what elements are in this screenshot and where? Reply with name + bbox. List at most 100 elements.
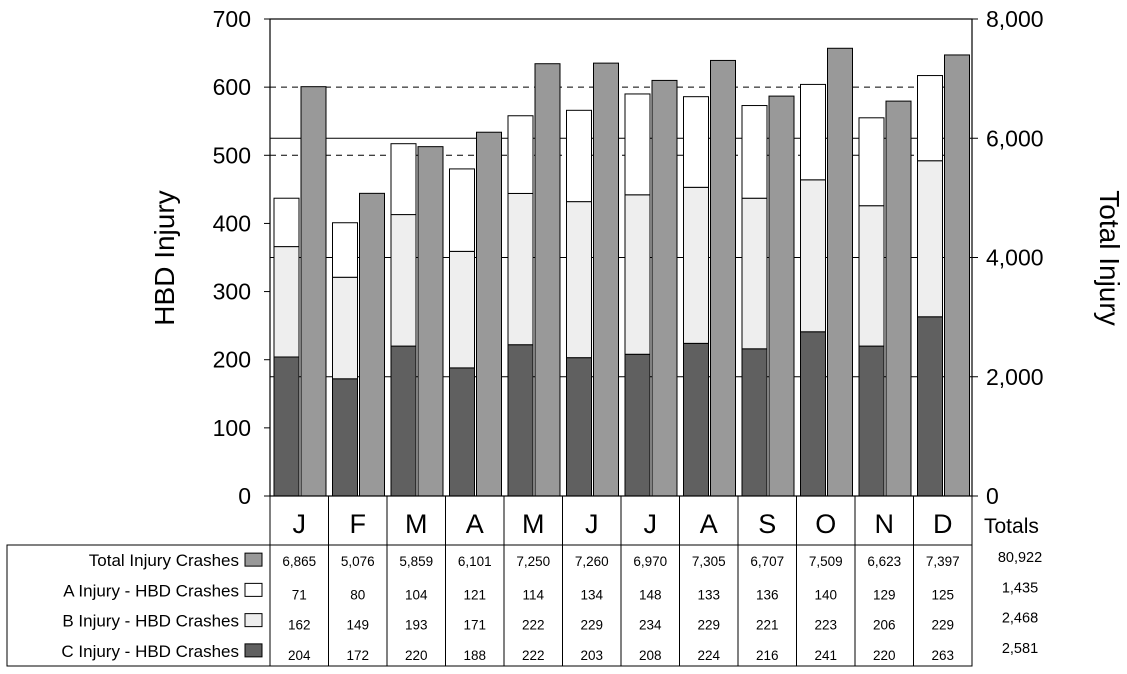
table-cell-value: 172 bbox=[346, 648, 369, 663]
left-tick-label: 600 bbox=[213, 74, 251, 100]
left-axis-title: HBD Injury bbox=[149, 190, 180, 325]
category-label: A bbox=[466, 509, 484, 539]
total-injury-bar bbox=[768, 95, 795, 497]
table-cell-value: 140 bbox=[814, 587, 837, 602]
legend-label: B Injury - HBD Crashes bbox=[62, 612, 239, 631]
right-tick-label: 8,000 bbox=[986, 6, 1044, 32]
table-cell-value: 204 bbox=[288, 648, 311, 663]
legend-swatch bbox=[244, 613, 263, 628]
totals-header: Totals bbox=[984, 515, 1039, 538]
table-cell-value: 104 bbox=[405, 587, 428, 602]
b-injury-bar bbox=[624, 194, 651, 355]
table-cell-value: 171 bbox=[463, 618, 486, 633]
total-injury-bar bbox=[710, 59, 736, 497]
category-label: M bbox=[522, 509, 545, 539]
legend-label: A Injury - HBD Crashes bbox=[63, 581, 239, 600]
table-cell-value: 229 bbox=[931, 618, 954, 633]
total-injury-bar bbox=[651, 79, 678, 497]
table-cell-value: 222 bbox=[522, 618, 545, 633]
table-cell-value: 229 bbox=[580, 618, 603, 633]
a-injury-bar bbox=[390, 143, 417, 216]
table-cell-value: 121 bbox=[463, 587, 486, 602]
table-cell-value: 6,970 bbox=[633, 554, 667, 569]
table-cell-value: 125 bbox=[931, 587, 954, 602]
table-cell-value: 222 bbox=[522, 648, 545, 663]
table-cell-value: 220 bbox=[873, 648, 896, 663]
a-injury-bar bbox=[449, 168, 475, 252]
total-injury-bar bbox=[476, 131, 502, 497]
b-injury-bar bbox=[449, 250, 475, 369]
table-cell-value: 6,707 bbox=[750, 554, 784, 569]
total-injury-bar bbox=[593, 62, 619, 497]
category-label: J bbox=[293, 509, 307, 539]
a-injury-bar bbox=[507, 115, 534, 194]
a-injury-bar bbox=[917, 75, 943, 162]
table-cell-value: 7,305 bbox=[692, 554, 726, 569]
right-axis-title: Total Injury bbox=[1094, 190, 1125, 325]
table-cell-value: 229 bbox=[697, 618, 720, 633]
table-row-total: 2,468 bbox=[1002, 611, 1038, 627]
total-injury-bar bbox=[417, 146, 444, 497]
legend-swatch bbox=[244, 582, 263, 597]
c-injury-bar bbox=[741, 348, 768, 497]
axes: 0 100 200 300 400 500 600 700 0 2,000 4,000 6,000 8,… bbox=[213, 6, 1044, 509]
c-injury-bar bbox=[273, 356, 300, 497]
table-cell-value: 5,859 bbox=[399, 554, 433, 569]
table-cell-value: 206 bbox=[873, 618, 896, 633]
total-injury-bar bbox=[885, 100, 912, 497]
table-cell-value: 5,076 bbox=[341, 554, 375, 569]
a-injury-bar bbox=[566, 109, 592, 203]
c-injury-bar bbox=[507, 344, 534, 497]
table-cell-value: 188 bbox=[463, 648, 486, 663]
c-injury-bar bbox=[390, 345, 417, 497]
table-cell-value: 234 bbox=[639, 618, 662, 633]
c-injury-bar bbox=[683, 342, 709, 497]
table-cell-value: 216 bbox=[756, 648, 779, 663]
table-cell-value: 7,250 bbox=[516, 554, 550, 569]
category-label: N bbox=[875, 509, 895, 539]
c-injury-bar bbox=[917, 316, 943, 497]
table-cell-value: 6,865 bbox=[282, 554, 316, 569]
left-tick-label: 700 bbox=[213, 6, 251, 32]
b-injury-bar bbox=[566, 201, 592, 359]
bars bbox=[273, 47, 970, 497]
legend-swatch bbox=[244, 643, 263, 658]
table-row-total: 1,435 bbox=[1002, 580, 1038, 596]
table-cell-value: 220 bbox=[405, 648, 428, 663]
legend-swatch bbox=[244, 552, 263, 567]
b-injury-bar bbox=[917, 160, 943, 318]
total-injury-bar bbox=[534, 63, 561, 497]
a-injury-bar bbox=[332, 222, 358, 278]
a-injury-bar bbox=[624, 93, 651, 196]
right-tick-label: 4,000 bbox=[986, 245, 1044, 271]
table-cell-value: 241 bbox=[814, 648, 837, 663]
category-label: O bbox=[815, 509, 836, 539]
table-cell-value: 193 bbox=[405, 618, 428, 633]
category-label: J bbox=[644, 509, 658, 539]
left-tick-label: 100 bbox=[213, 415, 251, 441]
c-injury-bar bbox=[800, 331, 826, 497]
table-cell-value: 208 bbox=[639, 648, 662, 663]
a-injury-bar bbox=[858, 117, 885, 207]
table-cell-value: 6,623 bbox=[867, 554, 901, 569]
a-injury-bar bbox=[741, 105, 768, 199]
table-cell-value: 71 bbox=[292, 587, 307, 602]
table-cell-value: 162 bbox=[288, 618, 311, 633]
c-injury-bar bbox=[449, 367, 475, 497]
b-injury-bar bbox=[858, 205, 885, 347]
left-tick-label: 400 bbox=[213, 210, 251, 236]
right-tick-label: 6,000 bbox=[986, 125, 1044, 151]
category-label: A bbox=[700, 509, 718, 539]
right-tick-label: 2,000 bbox=[986, 364, 1044, 390]
table-cell-value: 134 bbox=[580, 587, 603, 602]
b-injury-bar bbox=[683, 186, 709, 344]
table-cell-value: 7,509 bbox=[809, 554, 843, 569]
legend-label: Total Injury Crashes bbox=[89, 551, 239, 570]
c-injury-bar bbox=[566, 357, 592, 497]
b-injury-bar bbox=[800, 179, 826, 333]
table-cell-value: 6,101 bbox=[458, 554, 492, 569]
c-injury-bar bbox=[624, 353, 651, 497]
left-tick-label: 200 bbox=[213, 347, 251, 373]
table-row-total: 2,581 bbox=[1002, 641, 1038, 657]
